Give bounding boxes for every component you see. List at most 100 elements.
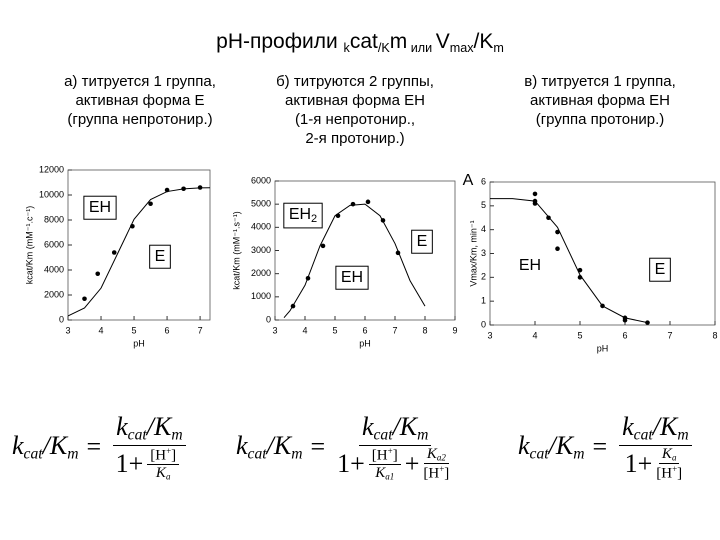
- y-tick-label: 2: [481, 272, 486, 282]
- x-tick-label: 3: [272, 325, 277, 335]
- annotation-box: [83, 195, 117, 220]
- data-point: [555, 246, 560, 252]
- numerator: kcat/Km: [113, 412, 186, 446]
- y-tick-label: 8000: [44, 214, 64, 224]
- equals: =: [592, 432, 608, 462]
- y-tick-label: 1000: [251, 291, 271, 301]
- numerator: kcat/Km: [358, 412, 432, 446]
- x-tick-label: 4: [532, 330, 537, 340]
- text-piece: a2: [436, 452, 446, 463]
- plot-frame: [274, 180, 456, 321]
- fraction-denominator: [H+]: [423, 464, 449, 482]
- formula: kcat/Km = kcat/Km 1+ [H+] Ka: [12, 412, 190, 482]
- y-tick-label: 2000: [251, 268, 271, 278]
- y-axis-label: kcat/Km (mM⁻¹.c⁻¹): [24, 206, 34, 285]
- formula-lhs: kcat/Km: [518, 431, 584, 464]
- text-piece: cat: [247, 445, 267, 463]
- annotation-piece: EH: [341, 269, 363, 286]
- y-tick-label: 3000: [251, 245, 271, 255]
- text-piece: k: [622, 412, 634, 441]
- text-piece: m: [171, 426, 183, 444]
- heading-line: активная форма Е: [75, 92, 205, 109]
- heading-line: активная форма ЕН: [285, 92, 425, 109]
- heading: б) титруются 2 группы, активная форма ЕН (…: [245, 72, 465, 148]
- data-point: [350, 201, 356, 207]
- text-piece: m: [417, 426, 429, 444]
- text-piece: m: [677, 426, 689, 444]
- annotation-piece: E: [417, 233, 428, 250]
- heading-line: б) титруются 2 группы,: [276, 73, 434, 90]
- text-piece: m: [389, 30, 408, 53]
- heading-line: (группа непротонир.): [67, 111, 213, 128]
- text-piece: k: [236, 430, 248, 460]
- data-point: [320, 243, 326, 249]
- heading-line: активная форма ЕН: [530, 92, 670, 109]
- text-piece: +: [387, 445, 393, 456]
- annotation: E: [155, 248, 166, 265]
- text-piece: +: [166, 445, 172, 456]
- text-piece: a: [671, 452, 677, 463]
- text-piece: /K: [42, 430, 68, 460]
- text-piece: max: [449, 40, 474, 55]
- text-piece: [H: [423, 465, 440, 482]
- x-tick-label: 5: [132, 325, 137, 335]
- fraction-denominator: Ka: [156, 465, 171, 482]
- y-tick-label: 0: [266, 314, 271, 324]
- annotation-piece: EH: [89, 199, 111, 216]
- y-tick-label: 1: [481, 296, 486, 306]
- x-tick-label: 7: [392, 325, 397, 335]
- annotation-piece: E: [655, 261, 666, 278]
- text-piece: a1: [385, 471, 395, 482]
- text-piece: /K: [146, 412, 172, 441]
- plot-frame: [67, 169, 211, 321]
- text-piece: pH-профили: [216, 30, 344, 53]
- text-piece: m: [573, 445, 585, 463]
- data-point: [365, 199, 371, 205]
- x-tick-label: 4: [99, 325, 104, 335]
- formula-lhs: kcat/Km: [12, 431, 78, 464]
- y-axis-label: Vmax/Km, min⁻¹: [468, 220, 478, 286]
- text-piece: /K: [266, 430, 292, 460]
- annotation-piece: 2: [311, 213, 317, 225]
- fit-line: [67, 187, 211, 317]
- annotation: EH: [89, 199, 111, 216]
- x-tick-label: 3: [65, 325, 70, 335]
- y-tick-label: 3: [481, 248, 486, 258]
- data-point: [111, 250, 117, 255]
- text-piece: K: [426, 445, 437, 462]
- text-piece: cat: [633, 426, 653, 444]
- text-piece: [H: [656, 465, 673, 482]
- text-piece: k: [12, 430, 24, 460]
- text-piece: K: [155, 465, 166, 482]
- text-piece: k: [343, 40, 350, 55]
- text-piece: ]: [444, 465, 450, 482]
- x-tick-label: 8: [422, 325, 427, 335]
- heading: в) титруется 1 группа, активная форма ЕН (…: [490, 72, 710, 129]
- annotation: EH2: [289, 206, 317, 225]
- y-tick-label: 2000: [44, 289, 64, 299]
- text-piece: V: [435, 30, 450, 53]
- slide-title: pH-профили kcat/Km или Vmax/Km: [0, 30, 720, 55]
- fit-line: [490, 198, 648, 324]
- x-axis-label: pH: [359, 338, 371, 348]
- x-tick-label: 6: [622, 330, 627, 340]
- y-tick-label: 6000: [251, 175, 271, 185]
- y-tick-label: 5: [481, 200, 486, 210]
- fraction-numerator: [H+]: [147, 445, 180, 466]
- text-piece: K: [661, 445, 672, 462]
- annotation-piece: EH: [289, 206, 311, 223]
- data-point: [622, 317, 628, 323]
- text-piece: +: [672, 463, 678, 474]
- formula-lhs: kcat/Km: [236, 431, 302, 464]
- text-piece: cat: [23, 445, 43, 463]
- x-tick-label: 6: [165, 325, 170, 335]
- text-piece: [H: [371, 447, 388, 464]
- y-tick-label: 6: [481, 176, 486, 186]
- fraction-numerator: [H+]: [368, 445, 401, 466]
- fraction-denominator: Ka1: [375, 465, 394, 482]
- x-axis-label: pH: [133, 338, 145, 348]
- heading-line: а) титруется 1 группа,: [64, 73, 216, 90]
- y-tick-label: 4000: [44, 264, 64, 274]
- text-piece: k: [518, 430, 530, 460]
